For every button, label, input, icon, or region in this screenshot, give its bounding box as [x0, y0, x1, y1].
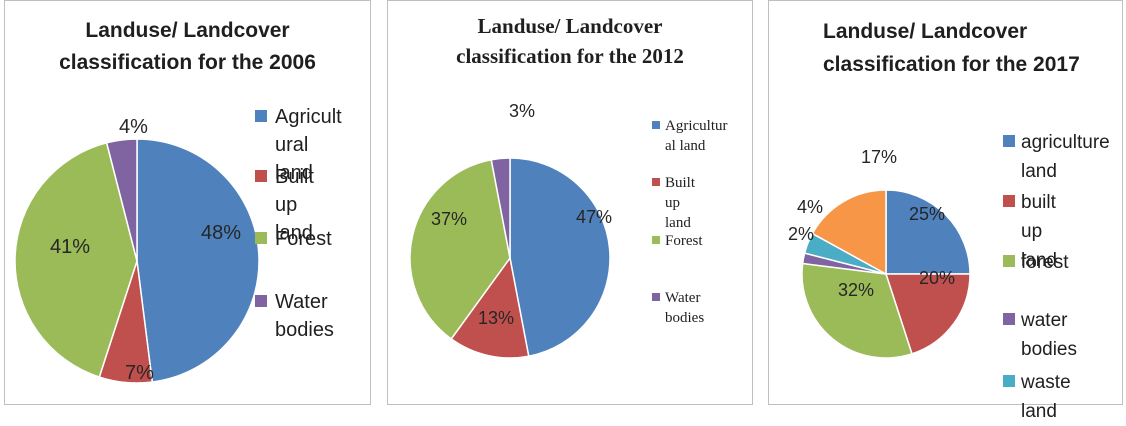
pie-slice — [801, 262, 913, 359]
legend-item: Forest — [255, 225, 332, 253]
legend-label: Water bodies — [665, 290, 705, 326]
slice-data-label: 4% — [119, 116, 148, 138]
legend-label: Agricult ural land — [275, 106, 342, 184]
slice-data-label: 37% — [431, 209, 467, 229]
slice-data-label: 25% — [909, 204, 945, 224]
legend-label: Built up land — [665, 175, 696, 231]
legend-item: Agricult ural land — [255, 103, 342, 187]
slice-data-label: 41% — [50, 236, 90, 258]
chart-title: Landuse/ Landcover classification for th… — [456, 14, 684, 68]
legend-label: Forest — [665, 233, 703, 249]
legend-label: Forest — [275, 228, 332, 250]
pie-chart-2012: 47% 13% 37% 3% — [409, 101, 612, 359]
legend-swatch-waste-land — [1003, 375, 1015, 387]
legend-swatch-built-up — [255, 170, 267, 182]
slice-data-label: 2% — [788, 224, 814, 244]
slice-data-label: 3% — [509, 101, 535, 121]
legend-swatch-agriculture — [1003, 135, 1015, 147]
legend-item: Agricultur al land — [652, 116, 727, 156]
pie-slice — [490, 157, 511, 259]
legend-swatch-built-up — [1003, 195, 1015, 207]
legend-item: agriculture land — [1003, 128, 1110, 186]
legend-item: Forest — [652, 231, 703, 251]
pie-slice — [14, 141, 138, 378]
pie-chart-2017: 25% 20% 32% 2% 4% 17% — [788, 147, 971, 359]
legend-item: waste land — [1003, 368, 1071, 426]
slice-data-label: 47% — [576, 207, 612, 227]
legend-label: built up land — [1021, 192, 1057, 271]
pie-slice — [450, 256, 530, 359]
legend-item: Built up land — [255, 163, 314, 247]
legend-label: water bodies — [1021, 310, 1077, 360]
legend-swatch-built-up — [652, 178, 660, 186]
legend-item: Water bodies — [255, 288, 334, 344]
legend-item: Water bodies — [652, 288, 704, 328]
legend-swatch-agricultural — [255, 110, 267, 122]
legend-label: Water bodies — [275, 291, 334, 341]
pie-slice — [509, 157, 611, 358]
legend-swatch-forest — [1003, 255, 1015, 267]
slice-data-label: 48% — [201, 222, 241, 244]
legend-label: Agricultur al land — [665, 118, 728, 154]
pie-slice — [105, 138, 138, 262]
legend-item: forest — [1003, 248, 1069, 277]
chart-panel-2017: Landuse/ Landcover classification for th… — [768, 0, 1123, 422]
legend-item: water bodies — [1003, 306, 1077, 364]
legend-label: Built up land — [275, 166, 314, 244]
legend-label: waste land — [1021, 372, 1071, 422]
legend-item: Built up land — [652, 173, 695, 233]
legend-swatch-water — [652, 293, 660, 301]
pie-slice — [409, 158, 511, 340]
legend-label: agriculture land — [1021, 132, 1110, 182]
slice-data-label: 13% — [478, 308, 514, 328]
chart-panel-2012: Landuse/ Landcover classification for th… — [387, 0, 753, 405]
legend-swatch-forest — [255, 232, 267, 244]
slice-data-label: 32% — [838, 280, 874, 300]
pie-slice — [136, 138, 260, 383]
legend-item: built up land — [1003, 188, 1057, 275]
slice-data-label: 7% — [125, 362, 154, 384]
slice-data-label: 17% — [861, 147, 897, 167]
pie-slice — [884, 273, 971, 355]
legend-label: forest — [1021, 252, 1069, 273]
slice-data-label: 20% — [919, 268, 955, 288]
pie-slice — [811, 189, 887, 276]
legend-swatch-water — [255, 295, 267, 307]
slice-data-label: 4% — [797, 197, 823, 217]
pie-slice — [885, 189, 971, 275]
legend-swatch-water — [1003, 313, 1015, 325]
legend-swatch-forest — [652, 236, 660, 244]
chart-title: Landuse/ Landcover classification for th… — [59, 19, 316, 74]
chart-panel-2006: Landuse/ Landcover classification for th… — [4, 0, 371, 405]
legend-swatch-agricultural — [652, 121, 660, 129]
chart-title: Landuse/ Landcover classification for th… — [823, 20, 1080, 76]
pie-chart-2006: 48% 7% 41% 4% — [14, 116, 260, 384]
